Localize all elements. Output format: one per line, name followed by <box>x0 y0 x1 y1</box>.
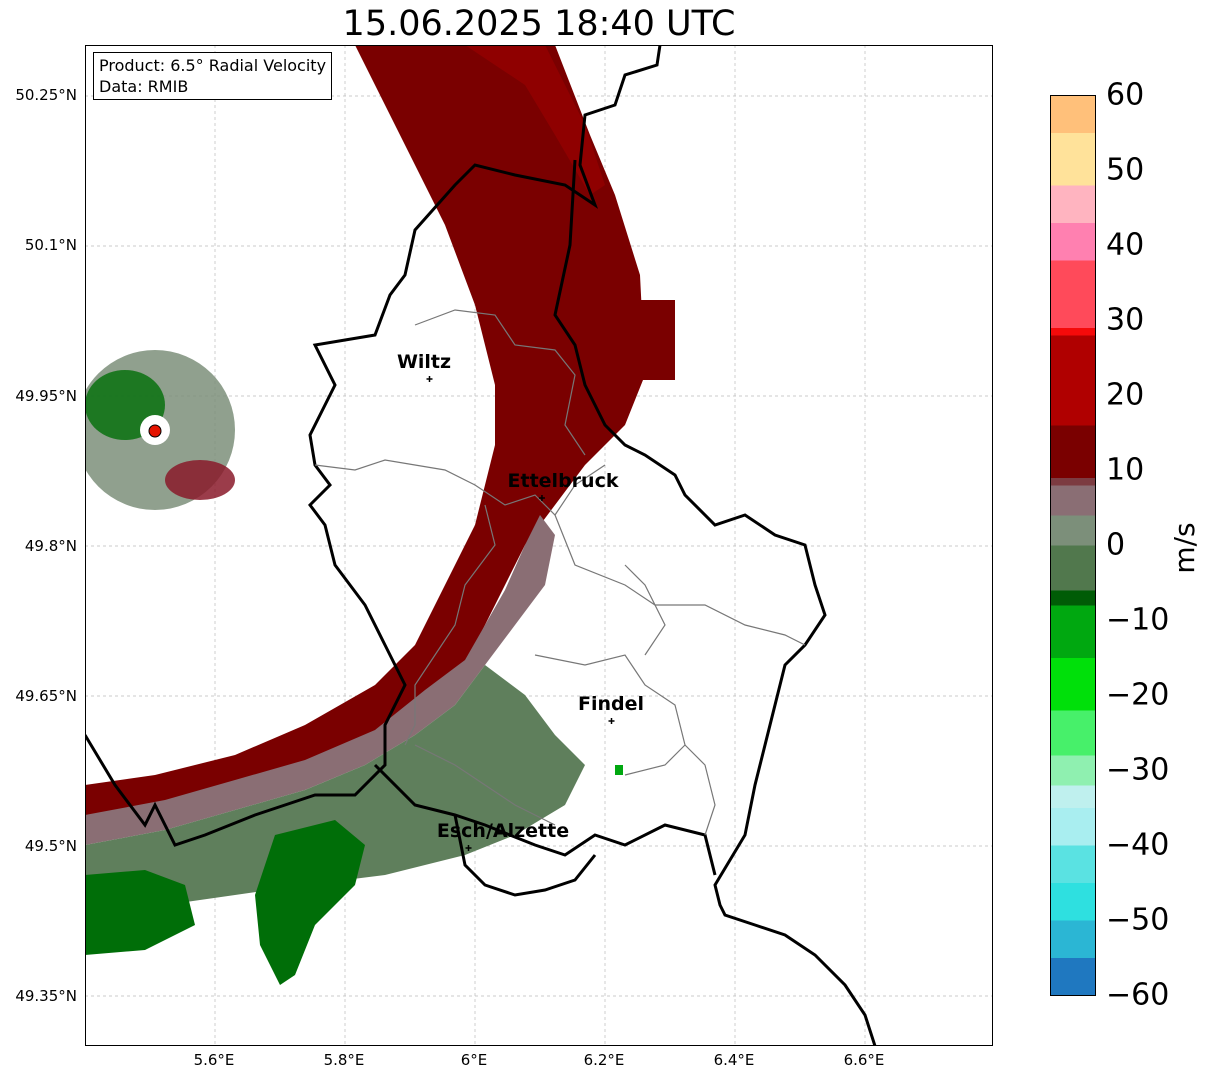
colorbar-band <box>1050 95 1096 133</box>
colorbar-tick-label: 0 <box>1106 527 1126 563</box>
lat-tick-label: 49.35°N <box>15 987 77 1005</box>
colorbar-band <box>1050 845 1096 883</box>
echo-inbound-core <box>465 45 605 195</box>
colorbar-tick-label: 30 <box>1106 302 1145 338</box>
echo-cell <box>615 765 623 775</box>
city-label-wiltz: Wiltz <box>396 351 452 373</box>
echo-inbound-north <box>85 45 645 820</box>
lon-tick-label: 6.2°E <box>583 1051 625 1069</box>
colorbar-band <box>1050 327 1096 336</box>
lon-tick-label: 5.6°E <box>193 1051 235 1069</box>
colorbar-tick-label: −50 <box>1106 902 1170 938</box>
colorbar-band <box>1050 132 1096 186</box>
city-marker <box>426 376 433 382</box>
city-label-findel: Findel <box>577 693 645 715</box>
product-label: Product: 6.5° Radial Velocity <box>99 56 327 75</box>
map-title: 15.06.2025 18:40 UTC <box>342 4 736 44</box>
echo-mauve <box>85 515 555 845</box>
data-source-label: Data: RMIB <box>99 77 189 96</box>
colorbar-unit-label: m/s <box>1168 522 1201 574</box>
colorbar-tick-label: −30 <box>1106 752 1170 788</box>
colorbar-band <box>1050 425 1096 478</box>
map-area[interactable] <box>85 45 993 1046</box>
radar-site-marker <box>148 424 162 438</box>
colorbar-band <box>1050 515 1096 546</box>
city-marker <box>465 845 472 851</box>
city-label-esch-alzette: Esch/Alzette <box>436 820 570 842</box>
lon-tick-label: 5.8°E <box>323 1051 365 1069</box>
radar-near-field <box>85 350 235 510</box>
colorbar-band <box>1050 785 1096 808</box>
city-marker <box>608 718 615 724</box>
lat-tick-label: 49.8°N <box>24 537 77 555</box>
district-boundaries <box>314 309 806 836</box>
colorbar-tick-label: −60 <box>1106 977 1170 1013</box>
echo-outbound-green <box>85 870 195 955</box>
colorbar-band <box>1050 260 1096 328</box>
colorbar-band <box>1050 222 1096 261</box>
echo-outbound-green-2 <box>255 820 365 985</box>
colorbar-band <box>1050 545 1096 591</box>
echo-cell <box>655 345 675 375</box>
colorbar-tick-label: −10 <box>1106 602 1170 638</box>
colorbar-band <box>1050 957 1096 996</box>
colorbar-band <box>1050 185 1096 223</box>
colorbar-band <box>1050 485 1096 516</box>
colorbar-tick-label: 60 <box>1106 77 1145 113</box>
map-frame <box>85 45 993 1046</box>
colorbar-band <box>1050 657 1096 711</box>
colorbar-band <box>1050 605 1096 658</box>
colorbar-band <box>1050 807 1096 846</box>
colorbar-band <box>1050 477 1096 486</box>
lon-tick-label: 6.4°E <box>713 1051 755 1069</box>
lat-tick-label: 49.5°N <box>24 837 77 855</box>
colorbar-band <box>1050 590 1096 606</box>
velocity-colorbar <box>1050 95 1096 996</box>
colorbar-tick-label: −20 <box>1106 677 1170 713</box>
colorbar-band <box>1050 882 1096 921</box>
country-borders <box>85 45 877 1046</box>
lat-tick-label: 49.95°N <box>15 387 77 405</box>
lat-tick-label: 50.25°N <box>15 86 77 104</box>
city-marker <box>538 495 545 501</box>
lat-tick-label: 50.1°N <box>24 236 77 254</box>
colorbar-tick-label: 40 <box>1106 227 1145 263</box>
city-label-ettelbruck: Ettelbruck <box>507 470 619 492</box>
lon-tick-label: 6°E <box>460 1051 488 1069</box>
colorbar-band <box>1050 755 1096 786</box>
city-markers <box>426 376 615 851</box>
colorbar-band <box>1050 710 1096 756</box>
lat-tick-label: 49.65°N <box>15 687 77 705</box>
lon-tick-label: 6.6°E <box>843 1051 885 1069</box>
colorbar-tick-label: 20 <box>1106 377 1145 413</box>
colorbar-tick-label: 50 <box>1106 152 1145 188</box>
colorbar-band <box>1050 335 1096 426</box>
product-info-box: Product: 6.5° Radial Velocity Data: RMIB <box>93 52 333 100</box>
colorbar-band <box>1050 920 1096 958</box>
radar-map <box>85 45 993 1046</box>
colorbar-tick-label: 10 <box>1106 452 1145 488</box>
colorbar-tick-label: −40 <box>1106 827 1170 863</box>
